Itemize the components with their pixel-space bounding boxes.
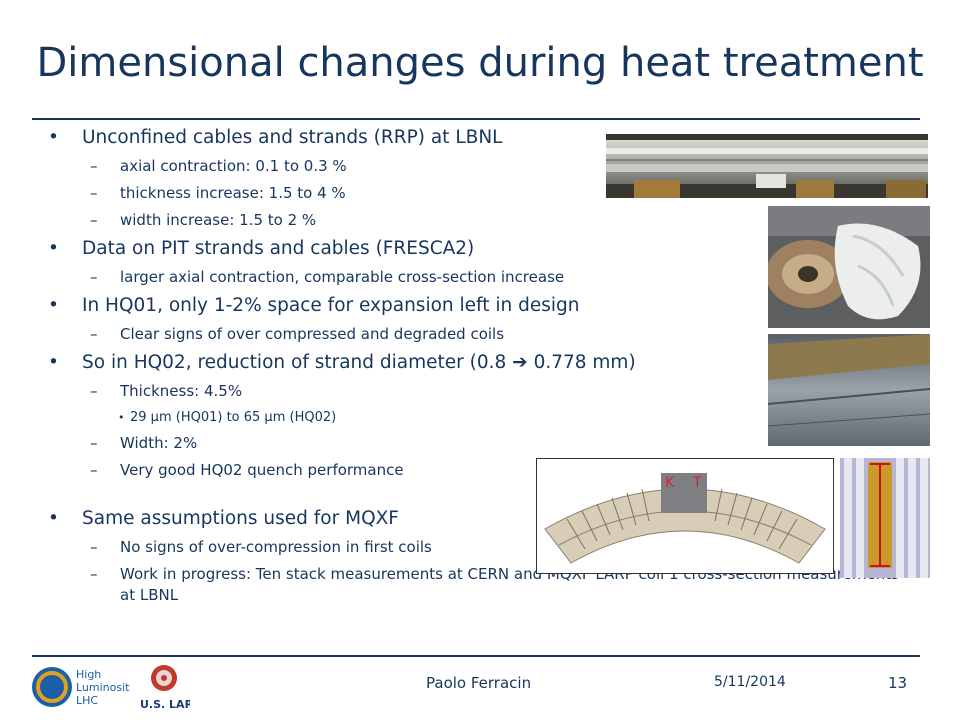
sub-bullet-thickness: – thickness increase: 1.5 to 4 %	[48, 183, 908, 204]
dash-icon: –	[90, 434, 98, 452]
dash-icon: –	[90, 211, 98, 229]
sub-sub-bullet-text: 29 µm (HQ01) to 65 µm (HQ02)	[130, 410, 337, 425]
sub-bullet-text: larger axial contraction, comparable cro…	[120, 268, 565, 286]
coil-label-left: K	[665, 475, 675, 491]
bullet-icon: •	[48, 508, 59, 529]
cable-end-photo	[768, 206, 930, 328]
bullet-pit: • Data on PIT strands and cables (FRESCA2…	[48, 237, 908, 261]
high-luminosity-lhc-logo: High Luminosity LHC	[30, 664, 136, 710]
bullet-icon: •	[48, 238, 59, 259]
bullet-text: Data on PIT strands and cables (FRESCA2)	[82, 238, 475, 259]
sub-bullet-width: – width increase: 1.5 to 2 %	[48, 210, 908, 231]
bullet-text-end: 0.778 mm)	[527, 352, 636, 373]
coil-cross-section-photo: K T	[536, 458, 834, 574]
dash-icon: –	[90, 538, 98, 556]
title-divider	[32, 118, 920, 120]
dash-icon: –	[90, 184, 98, 202]
logo-text-us-larp: U.S. LARP	[140, 698, 190, 711]
dash-icon: –	[90, 461, 98, 479]
sub-bullet-width-2: – Width: 2%	[48, 433, 908, 454]
bullet-text: Same assumptions used for MQXF	[82, 508, 399, 529]
bullet-text: So in HQ02, reduction of strand diameter…	[82, 352, 513, 373]
bullet-icon: •	[48, 127, 59, 148]
logo-text-luminosity: Luminosity	[76, 681, 130, 694]
sub-bullet-thickness-45: – Thickness: 4.5%	[48, 381, 908, 402]
logo-text-high: High	[76, 668, 101, 681]
coil-label-right: T	[692, 475, 702, 491]
footer-author: Paolo Ferracin	[426, 674, 532, 692]
bullet-icon: •	[48, 352, 59, 373]
sub-bullet-text: Thickness: 4.5%	[120, 382, 243, 400]
sub-bullet-text: axial contraction: 0.1 to 0.3 %	[120, 157, 347, 175]
sub-bullet-no-signs: – No signs of over-compression in first c…	[48, 537, 908, 558]
bullet-hq01: • In HQ01, only 1-2% space for expansion …	[48, 294, 908, 318]
sub-bullet-text: Clear signs of over compressed and degra…	[120, 325, 505, 343]
slide-title: Dimensional changes during heat treatmen…	[36, 40, 924, 86]
us-larp-logo: U.S. LARP	[138, 662, 201, 712]
arrow-right-icon: ➔	[512, 352, 528, 373]
footer-divider	[32, 655, 920, 657]
dash-icon: –	[90, 382, 98, 400]
bullet-text: In HQ01, only 1-2% space for expansion l…	[82, 295, 580, 316]
coil-surface-photo	[768, 334, 930, 446]
cable-fixture-photo	[606, 134, 928, 198]
dash-icon: –	[90, 157, 98, 175]
bullet-mqxf: • Same assumptions used for MQXF	[48, 507, 908, 531]
sub-bullet-axial: – axial contraction: 0.1 to 0.3 %	[48, 156, 908, 177]
sub-bullet-text: width increase: 1.5 to 2 %	[120, 211, 317, 229]
dash-icon: –	[90, 565, 98, 583]
sub-bullet-text: thickness increase: 1.5 to 4 %	[120, 184, 346, 202]
logo-text-lhc: LHC	[76, 694, 98, 707]
bullet-icon: •	[48, 295, 59, 316]
sub-sub-bullet-microns: • 29 µm (HQ01) to 65 µm (HQ02)	[48, 408, 908, 427]
slide-body: • Unconfined cables and strands (RRP) at …	[48, 126, 908, 606]
sub-bullet-text: Very good HQ02 quench performance	[120, 461, 404, 479]
sub-bullet-text: Width: 2%	[120, 434, 198, 452]
bullet-text: Unconfined cables and strands (RRP) at L…	[82, 127, 503, 148]
sub-bullet-larger-axial: – larger axial contraction, comparable cr…	[48, 267, 908, 288]
dash-icon: –	[90, 325, 98, 343]
sub-bullet-quench: – Very good HQ02 quench performance	[48, 460, 908, 481]
dash-icon: –	[90, 268, 98, 286]
sub-bullet-degraded: – Clear signs of over compressed and degr…	[48, 324, 908, 345]
sub-bullet-text: No signs of over-compression in first co…	[120, 538, 432, 556]
page-number: 13	[888, 674, 908, 692]
bullet-unconfined: • Unconfined cables and strands (RRP) at …	[48, 126, 908, 150]
footer-date: 5/11/2014	[714, 674, 786, 690]
bullet-hq02: • So in HQ02, reduction of strand diamete…	[48, 351, 908, 375]
strand-stack-photo	[840, 458, 930, 578]
bullet-icon: •	[118, 411, 125, 424]
